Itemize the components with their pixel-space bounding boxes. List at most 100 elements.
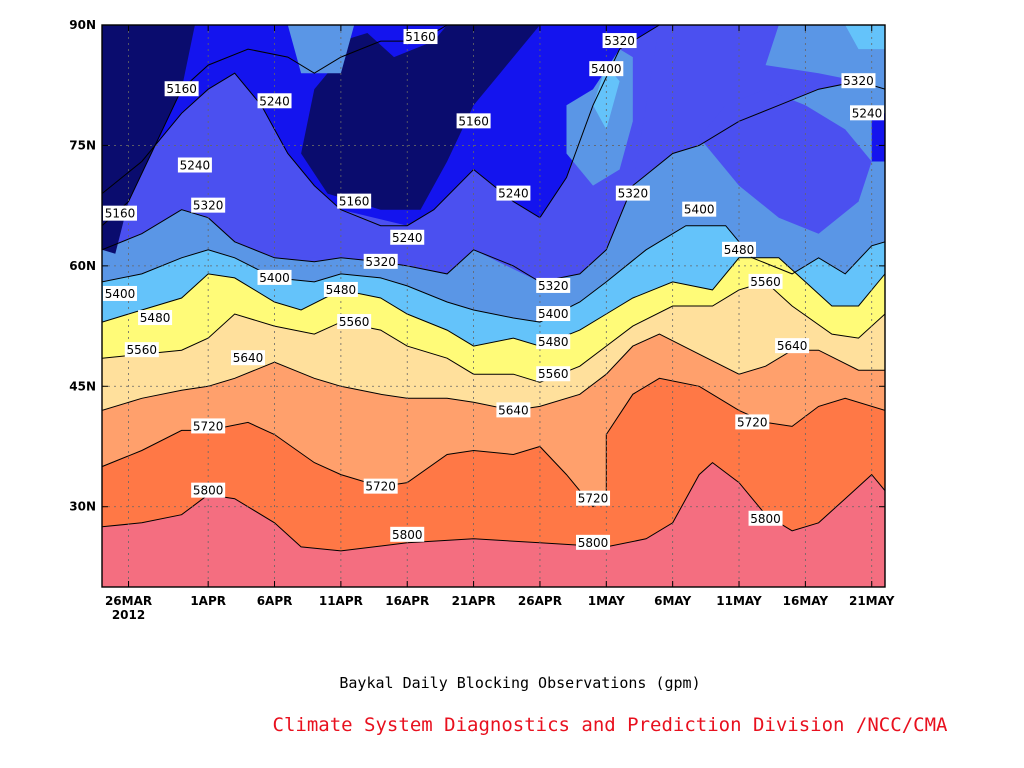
y-tick-label: 30N <box>69 500 96 514</box>
contour-5400 <box>102 225 885 323</box>
contour-label-bg <box>576 534 611 550</box>
contour-label-bg <box>496 402 531 418</box>
contour-label-group: 5720 <box>735 414 770 430</box>
band-between-5400 <box>102 81 885 323</box>
contour-label-bg <box>164 81 199 97</box>
contour-label-5160: 5160 <box>339 195 370 209</box>
contour-label-bg <box>230 350 265 366</box>
contour-label-group: 5160 <box>337 193 372 209</box>
contour-label-5640: 5640 <box>233 351 264 365</box>
contour-label-bg <box>748 510 783 526</box>
contour-label-bg <box>536 277 571 293</box>
contour-label-bg <box>536 306 571 322</box>
contour-label-bg <box>103 285 137 301</box>
contour-label-group: 5160 <box>403 29 438 45</box>
contour-label-5720: 5720 <box>578 492 609 506</box>
contour-label-5640: 5640 <box>777 339 808 353</box>
contour-label-group: 5720 <box>576 490 611 506</box>
contour-label-5400: 5400 <box>684 203 715 217</box>
contour-label-5480: 5480 <box>326 283 357 297</box>
contour-label-group: 5240 <box>390 229 425 245</box>
contour-label-bg <box>602 33 637 49</box>
contour-label-group: 5640 <box>775 338 810 354</box>
contour-label-bg <box>576 490 611 506</box>
contour-label-group: 5320 <box>191 197 226 213</box>
contour-label-5720: 5720 <box>737 415 768 429</box>
contour-label-group: 5160 <box>164 81 199 97</box>
x-tick-sublabel: 2012 <box>112 608 145 622</box>
contour-label-group: 5800 <box>748 510 783 526</box>
contour-label-5480: 5480 <box>538 335 569 349</box>
contour-label-bg <box>456 113 491 129</box>
contour-label-bg <box>589 61 624 77</box>
contour-label-5400: 5400 <box>105 287 136 301</box>
contour-label-5240: 5240 <box>392 231 423 245</box>
contour-label-5800: 5800 <box>578 536 609 550</box>
contour-label-bg <box>748 273 783 289</box>
x-tick-label: 11APR <box>319 594 363 608</box>
x-tick-label: 16APR <box>385 594 429 608</box>
band-5720-5800 <box>102 378 885 551</box>
plot-frame <box>101 24 886 588</box>
y-tick-label: 45N <box>69 379 96 393</box>
contour-label-group: 5640 <box>496 402 531 418</box>
contour-label-5160: 5160 <box>458 114 489 128</box>
x-tick-label: 6MAY <box>654 594 691 608</box>
contour-label-bg <box>103 205 137 221</box>
contour-label-bg <box>775 338 810 354</box>
contour-label-5160: 5160 <box>105 207 136 221</box>
contour-label-5800: 5800 <box>750 512 781 526</box>
contour-label-bg <box>337 193 372 209</box>
contour-label-group: 5320 <box>602 33 637 49</box>
contour-label-bg <box>615 185 650 201</box>
contour-label-group: 5800 <box>390 526 425 542</box>
contour-label-group: 5160 <box>103 205 137 221</box>
contour-5160 <box>102 25 448 227</box>
band-between-5720 <box>102 334 885 507</box>
contour-label-5320: 5320 <box>604 34 635 48</box>
contour-label-bg <box>390 229 425 245</box>
contour-label-5400: 5400 <box>538 307 569 321</box>
contour-label-bg <box>735 414 770 430</box>
contour-label-bg <box>177 157 212 173</box>
contour-label-bg <box>363 253 398 269</box>
contour-label-5160: 5160 <box>166 82 197 96</box>
x-tick-label: 11MAY <box>716 594 762 608</box>
band-5320-east <box>699 89 872 234</box>
contour-5480 <box>102 257 885 347</box>
x-tick-label: 6APR <box>257 594 293 608</box>
contour-label-group: 5560 <box>124 342 159 358</box>
contour-label-bg <box>850 105 884 121</box>
contour-label-group: 5240 <box>496 185 531 201</box>
band-below-5160-north <box>287 25 540 210</box>
contour-label-5320: 5320 <box>193 199 224 213</box>
x-tick-label: 16MAY <box>783 594 829 608</box>
contour-label-group: 5640 <box>230 350 265 366</box>
contour-label-5560: 5560 <box>339 315 370 329</box>
contour-label-5480: 5480 <box>140 311 171 325</box>
band-between-5480 <box>102 225 885 347</box>
contour-label-bg <box>257 93 292 109</box>
y-tick-label: 75N <box>69 138 96 152</box>
contour-label-5560: 5560 <box>127 343 158 357</box>
contour-label-bg <box>390 526 425 542</box>
x-tick-label: 21MAY <box>849 594 895 608</box>
contour-label-group: 5480 <box>722 241 757 257</box>
x-tick-label: 26APR <box>518 594 562 608</box>
y-tick-label: 60N <box>69 259 96 273</box>
credit-line: Climate System Diagnostics and Predictio… <box>273 714 948 736</box>
chart-title: Baykal Daily Blocking Observations (gpm) <box>339 674 700 692</box>
x-tick-label: 1APR <box>190 594 226 608</box>
contour-label-5560: 5560 <box>538 367 569 381</box>
contour-label-5160: 5160 <box>405 30 436 44</box>
contour-label-group: 5560 <box>536 366 571 382</box>
x-tick-label: 26MAR <box>105 594 152 608</box>
contour-label-group: 5720 <box>363 478 398 494</box>
contour-label-5800: 5800 <box>193 484 224 498</box>
contour-label-bg <box>536 334 571 350</box>
contour-label-bg <box>403 29 438 45</box>
contour-label-bg <box>337 314 372 330</box>
contour-label-group: 5400 <box>536 306 571 322</box>
